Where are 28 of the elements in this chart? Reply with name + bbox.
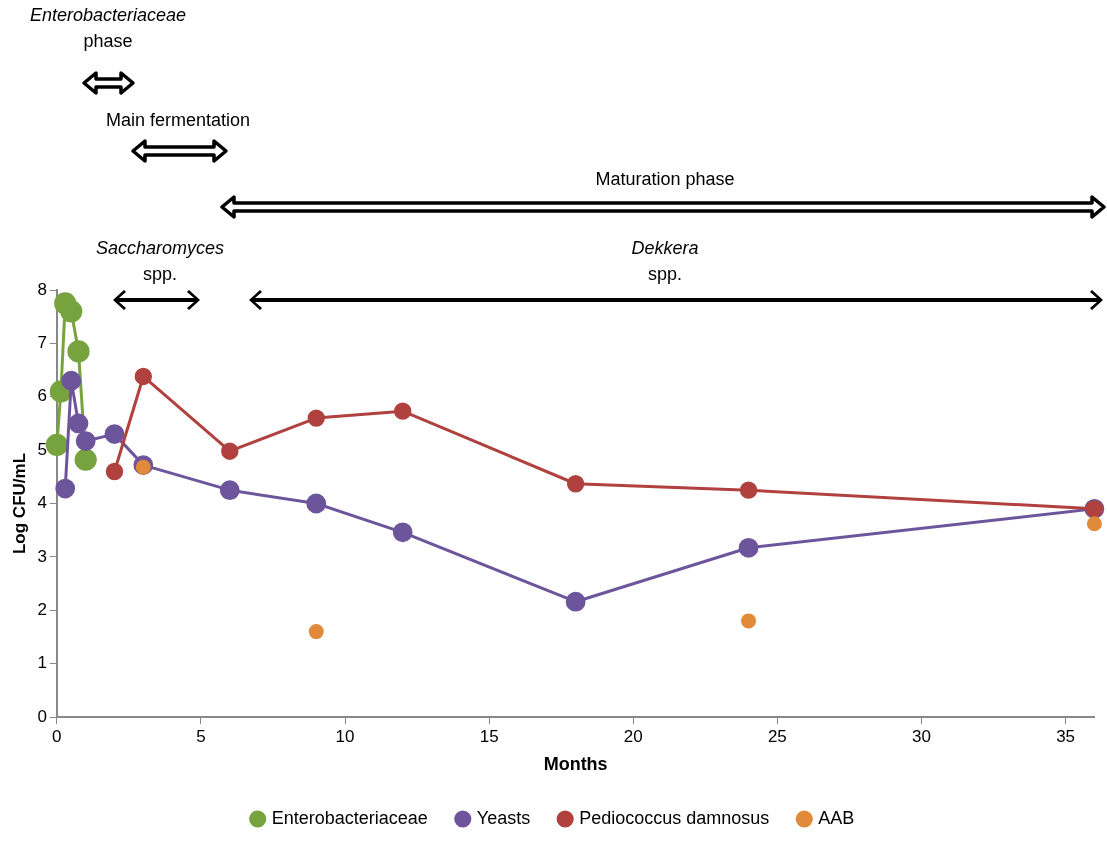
x-tick-label: 20 [623, 726, 643, 746]
y-tick-label: 3 [37, 546, 47, 566]
text: Enterobacteriaceae phase [29, 4, 187, 53]
x-tick-label: 30 [912, 726, 931, 746]
x-tick-label: 15 [479, 726, 499, 746]
x-tick-label: 10 [335, 726, 355, 746]
y-tick-label: 6 [37, 386, 47, 406]
y-tick-label: 7 [37, 333, 47, 353]
text: Dekkera spp. [631, 237, 699, 286]
x-tick-label: 5 [196, 726, 206, 746]
y-tick-label: 5 [37, 439, 47, 459]
text: Maturation phase [595, 168, 735, 191]
text: Saccharomyces spp. [95, 237, 225, 286]
y-tick-label: 1 [37, 653, 47, 673]
y-tick-label: 0 [37, 706, 47, 726]
text: Main fermentation [105, 109, 251, 132]
y-tick-label: 2 [37, 599, 47, 619]
legend-label: Pediococcus damnosus [579, 807, 770, 828]
x-axis-title: Months [543, 754, 608, 775]
legend-label: AAB [818, 807, 855, 828]
x-tick-label: 25 [767, 726, 787, 746]
legend-label: Yeasts [476, 807, 531, 828]
y-tick-label: 8 [37, 279, 47, 299]
legend-label: Enterobacteriaceae [271, 807, 428, 828]
y-tick-label: 4 [37, 493, 47, 513]
x-tick-label: 0 [52, 726, 62, 746]
y-axis-title: Log CFU/mL [9, 452, 29, 555]
x-tick-label: 35 [1056, 726, 1076, 746]
